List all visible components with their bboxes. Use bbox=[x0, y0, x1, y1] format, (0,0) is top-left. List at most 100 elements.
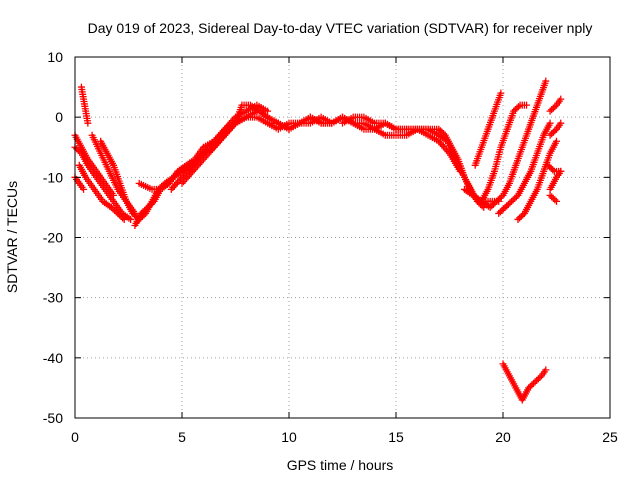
data-point bbox=[84, 119, 92, 127]
data-point bbox=[139, 208, 147, 216]
data-point bbox=[557, 119, 565, 127]
series-track-u bbox=[546, 119, 565, 139]
y-tick-label: 10 bbox=[47, 49, 63, 65]
x-tick-label: 20 bbox=[495, 429, 511, 445]
data-point bbox=[546, 119, 554, 127]
data-point bbox=[549, 166, 557, 174]
data-point bbox=[508, 197, 516, 205]
data-point bbox=[510, 107, 518, 115]
x-tick-label: 25 bbox=[602, 429, 618, 445]
data-point bbox=[498, 206, 506, 214]
data-point bbox=[557, 95, 565, 103]
data-point bbox=[542, 77, 550, 85]
x-tick-label: 10 bbox=[281, 429, 297, 445]
data-point bbox=[73, 145, 81, 153]
data-point bbox=[145, 202, 153, 210]
data-point bbox=[157, 185, 165, 193]
series-track-h bbox=[131, 101, 272, 229]
data-point bbox=[546, 107, 554, 115]
data-layer bbox=[71, 77, 565, 404]
data-point bbox=[553, 197, 560, 205]
data-point bbox=[546, 191, 554, 199]
series-track-v bbox=[546, 95, 565, 115]
data-point bbox=[557, 167, 565, 175]
data-point bbox=[526, 382, 534, 390]
data-point bbox=[536, 373, 544, 381]
y-tick-label: -50 bbox=[43, 410, 63, 426]
data-point bbox=[109, 205, 117, 213]
data-point bbox=[512, 193, 520, 201]
data-point bbox=[534, 375, 542, 383]
data-point bbox=[114, 209, 122, 217]
data-point bbox=[500, 205, 508, 213]
series-track-j bbox=[167, 113, 336, 193]
data-point bbox=[129, 209, 137, 217]
data-point bbox=[519, 211, 527, 219]
data-point bbox=[546, 131, 554, 139]
data-point bbox=[115, 211, 123, 219]
x-tick-label: 0 bbox=[71, 429, 79, 445]
data-point bbox=[553, 137, 560, 145]
series-track-e bbox=[77, 83, 92, 127]
data-point bbox=[137, 209, 145, 217]
data-point bbox=[523, 101, 531, 109]
data-point bbox=[74, 146, 82, 154]
data-point bbox=[119, 214, 127, 222]
data-point bbox=[549, 194, 557, 202]
grid-layer bbox=[75, 57, 610, 418]
series-track-q bbox=[471, 89, 505, 169]
data-point bbox=[127, 215, 135, 223]
y-tick-label: -40 bbox=[43, 350, 63, 366]
y-tick-label: -30 bbox=[43, 290, 63, 306]
data-point bbox=[516, 214, 524, 222]
data-point bbox=[531, 378, 539, 386]
data-point bbox=[547, 164, 555, 172]
y-tick-label: -20 bbox=[43, 230, 63, 246]
data-point bbox=[456, 167, 464, 175]
series-track-s bbox=[514, 137, 560, 223]
series-track-k bbox=[178, 101, 293, 187]
data-point bbox=[120, 215, 128, 223]
data-point bbox=[110, 191, 118, 199]
data-point bbox=[489, 200, 497, 208]
data-point bbox=[525, 384, 533, 392]
data-point bbox=[264, 107, 272, 115]
series-track-r bbox=[495, 119, 554, 217]
data-point bbox=[496, 194, 504, 202]
data-point bbox=[130, 211, 138, 219]
data-point bbox=[501, 203, 509, 211]
data-point bbox=[511, 106, 519, 114]
series-track-x bbox=[546, 191, 560, 205]
data-point bbox=[514, 215, 522, 223]
x-axis-label: GPS time / hours bbox=[287, 457, 394, 473]
series-track-y bbox=[499, 360, 550, 404]
data-point bbox=[493, 197, 501, 205]
data-point bbox=[549, 104, 557, 112]
data-point bbox=[551, 196, 559, 204]
data-point bbox=[147, 200, 155, 208]
data-point bbox=[544, 161, 552, 169]
data-point bbox=[149, 199, 157, 207]
data-point bbox=[548, 130, 556, 138]
series-track-b bbox=[71, 131, 118, 199]
data-point bbox=[141, 206, 149, 214]
data-point bbox=[503, 202, 511, 210]
data-point bbox=[533, 376, 541, 384]
series-track-c bbox=[75, 161, 128, 223]
data-point bbox=[80, 185, 88, 193]
data-point bbox=[529, 379, 537, 387]
data-point bbox=[117, 212, 125, 220]
data-point bbox=[548, 106, 556, 114]
y-tick-label: -10 bbox=[43, 169, 63, 185]
series-track-n bbox=[339, 113, 464, 175]
data-point bbox=[546, 163, 554, 171]
data-point bbox=[509, 196, 517, 204]
data-point bbox=[496, 208, 504, 216]
data-point bbox=[495, 209, 503, 217]
data-point bbox=[528, 381, 536, 389]
data-point bbox=[435, 125, 443, 133]
axis-layer: 0 5 10 15 20 25 10 0 -10 -20 -30 -40 -50 bbox=[43, 49, 618, 445]
data-point bbox=[515, 103, 523, 111]
